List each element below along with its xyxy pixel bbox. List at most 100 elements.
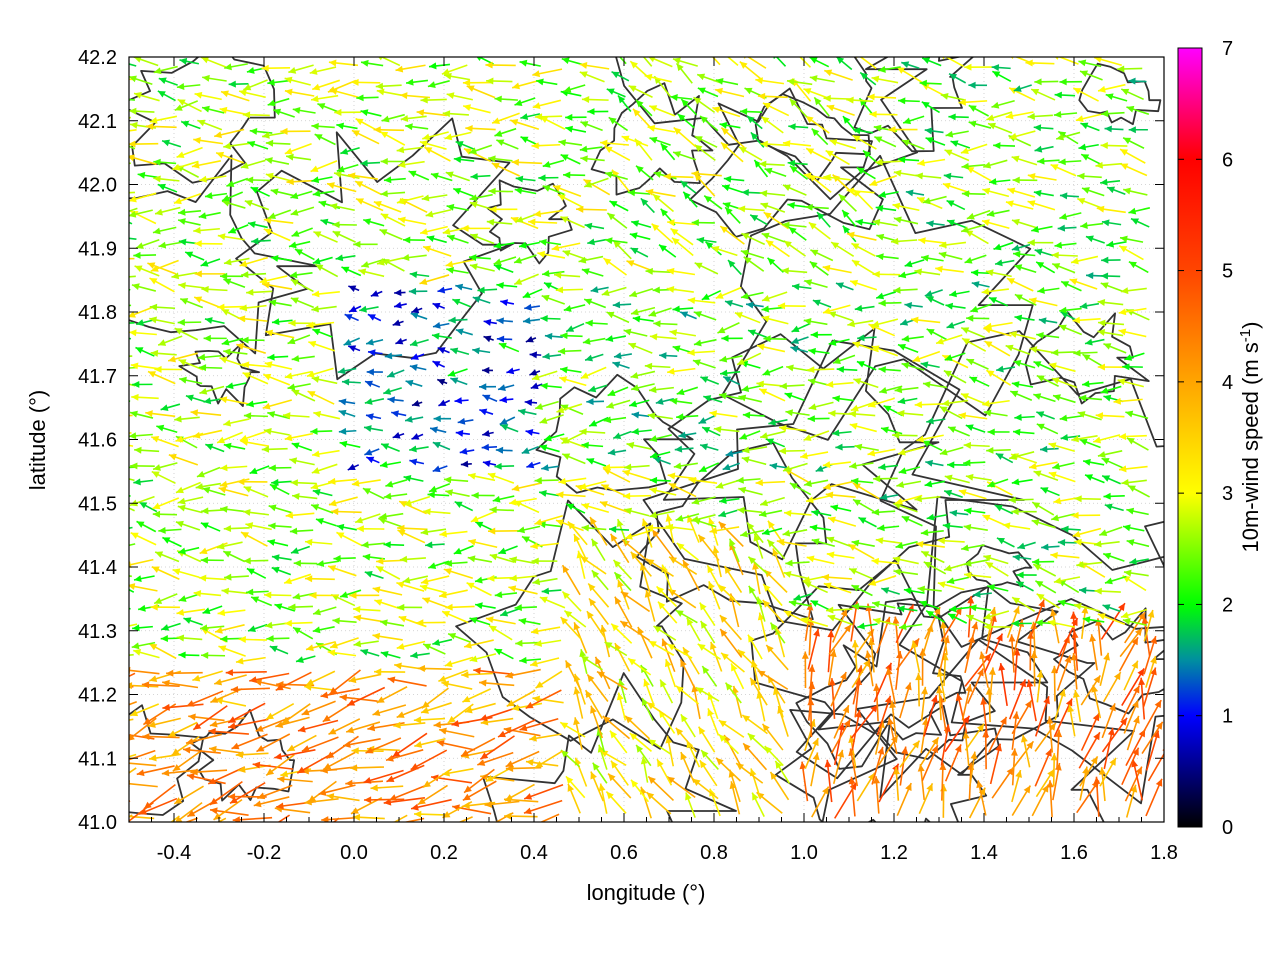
wind-arrow-head: [565, 660, 572, 669]
wind-arrow-head: [616, 692, 624, 701]
wind-arrow-shaft: [129, 767, 137, 774]
wind-arrow: [396, 640, 426, 650]
wind-arrow-head: [870, 704, 878, 713]
wind-arrow-head: [318, 789, 327, 796]
wind-arrow: [173, 785, 204, 805]
wind-arrow: [269, 645, 289, 655]
wind-arrow-head: [1045, 748, 1052, 757]
wind-arrow-head: [762, 723, 770, 732]
wind-arrow: [735, 762, 764, 784]
wind-arrow: [131, 641, 156, 650]
wind-arrow: [832, 749, 845, 785]
wind-arrow-head: [131, 642, 140, 650]
wind-arrow: [523, 799, 563, 815]
wind-arrow-head: [497, 730, 506, 738]
wind-arrow-head: [190, 768, 198, 776]
wind-arrow: [209, 807, 249, 816]
wind-arrow: [1145, 655, 1157, 688]
wind-arrow: [629, 732, 652, 752]
wind-arrow-head: [255, 725, 264, 732]
wind-arrow-head: [372, 632, 381, 640]
wind-arrow-head: [209, 745, 217, 753]
wind-arrow: [742, 742, 768, 771]
wind-arrow: [231, 733, 268, 750]
wind-arrow-head: [1010, 748, 1018, 756]
wind-arrow-head: [904, 682, 912, 691]
contour-line: [535, 373, 694, 494]
wind-arrow-head: [1103, 652, 1110, 661]
wind-arrow-head: [1038, 599, 1045, 608]
wind-arrow-head: [320, 691, 329, 699]
wind-arrow: [1008, 679, 1027, 720]
wind-arrow-head: [367, 724, 376, 732]
wind-arrow-head: [220, 635, 228, 643]
contour-line: [615, 57, 928, 201]
wind-arrow-head: [175, 816, 183, 822]
wind-arrow: [643, 678, 655, 707]
wind-arrow-head: [110, 472, 118, 479]
wind-arrow: [936, 685, 943, 721]
wind-arrow-head: [266, 635, 274, 643]
wind-arrow-head: [351, 747, 359, 755]
wind-arrow-head: [680, 659, 687, 668]
wind-arrow-head: [372, 709, 381, 717]
wind-arrow: [1142, 667, 1157, 707]
wind-arrow: [1143, 609, 1155, 642]
wind-arrow-head: [680, 714, 688, 723]
wind-arrow: [511, 702, 543, 712]
wind-arrow-head: [112, 464, 119, 471]
wind-arrow: [441, 680, 473, 690]
wind-arrow-head: [129, 682, 133, 690]
wind-arrow: [769, 771, 790, 801]
wind-arrow-head: [275, 683, 284, 691]
wind-arrow-head: [329, 687, 338, 695]
wind-arrow-head: [1135, 628, 1143, 637]
wind-arrow-head: [188, 713, 196, 721]
wind-arrow: [265, 702, 295, 720]
wind-arrow: [828, 678, 836, 719]
wind-arrow: [436, 739, 476, 751]
wind-arrow: [1095, 618, 1103, 656]
wind-arrow-head: [648, 776, 656, 784]
wind-arrow: [444, 656, 474, 668]
wind-arrow: [162, 703, 204, 711]
wind-arrow-head: [661, 638, 669, 647]
wind-arrow-head: [609, 730, 618, 739]
wind-arrow-head: [312, 626, 321, 634]
wind-arrow-head: [252, 761, 261, 769]
wind-arrow: [610, 623, 633, 644]
wind-arrow-head: [926, 783, 933, 792]
wind-arrow-head: [757, 612, 765, 621]
wind-arrow: [175, 801, 203, 822]
wind-arrow: [602, 715, 631, 740]
wind-arrow: [675, 727, 697, 753]
wind-arrow-head: [657, 601, 666, 610]
wind-arrow-head: [519, 724, 528, 732]
wind-arrow: [830, 671, 847, 707]
wind-arrow: [1050, 753, 1058, 787]
wind-arrow-head: [530, 627, 539, 635]
wind-arrow-head: [266, 768, 275, 776]
wind-arrow: [988, 716, 1008, 753]
wind-arrow-head: [676, 685, 684, 694]
wind-arrow-head: [1154, 700, 1162, 709]
wind-arrow-head: [685, 792, 692, 801]
wind-arrow: [393, 721, 426, 729]
wind-arrow-shaft: [129, 466, 135, 469]
wind-arrow: [182, 746, 221, 754]
wind-arrow: [936, 669, 946, 702]
wind-arrow-head: [535, 760, 544, 768]
wind-arrow: [147, 717, 181, 728]
wind-arrow: [129, 607, 131, 610]
wind-arrow-head: [464, 706, 473, 714]
wind-arrow: [229, 782, 266, 805]
wind-arrow: [810, 752, 820, 787]
wind-arrow: [322, 751, 356, 771]
wind-arrow-head: [799, 761, 807, 770]
wind-arrow-head: [264, 621, 273, 629]
wind-arrow: [1011, 699, 1033, 735]
wind-arrow-head: [380, 619, 388, 627]
wind-arrow-head: [274, 752, 282, 760]
wind-arrow: [305, 640, 336, 652]
wind-arrow: [1124, 766, 1143, 802]
